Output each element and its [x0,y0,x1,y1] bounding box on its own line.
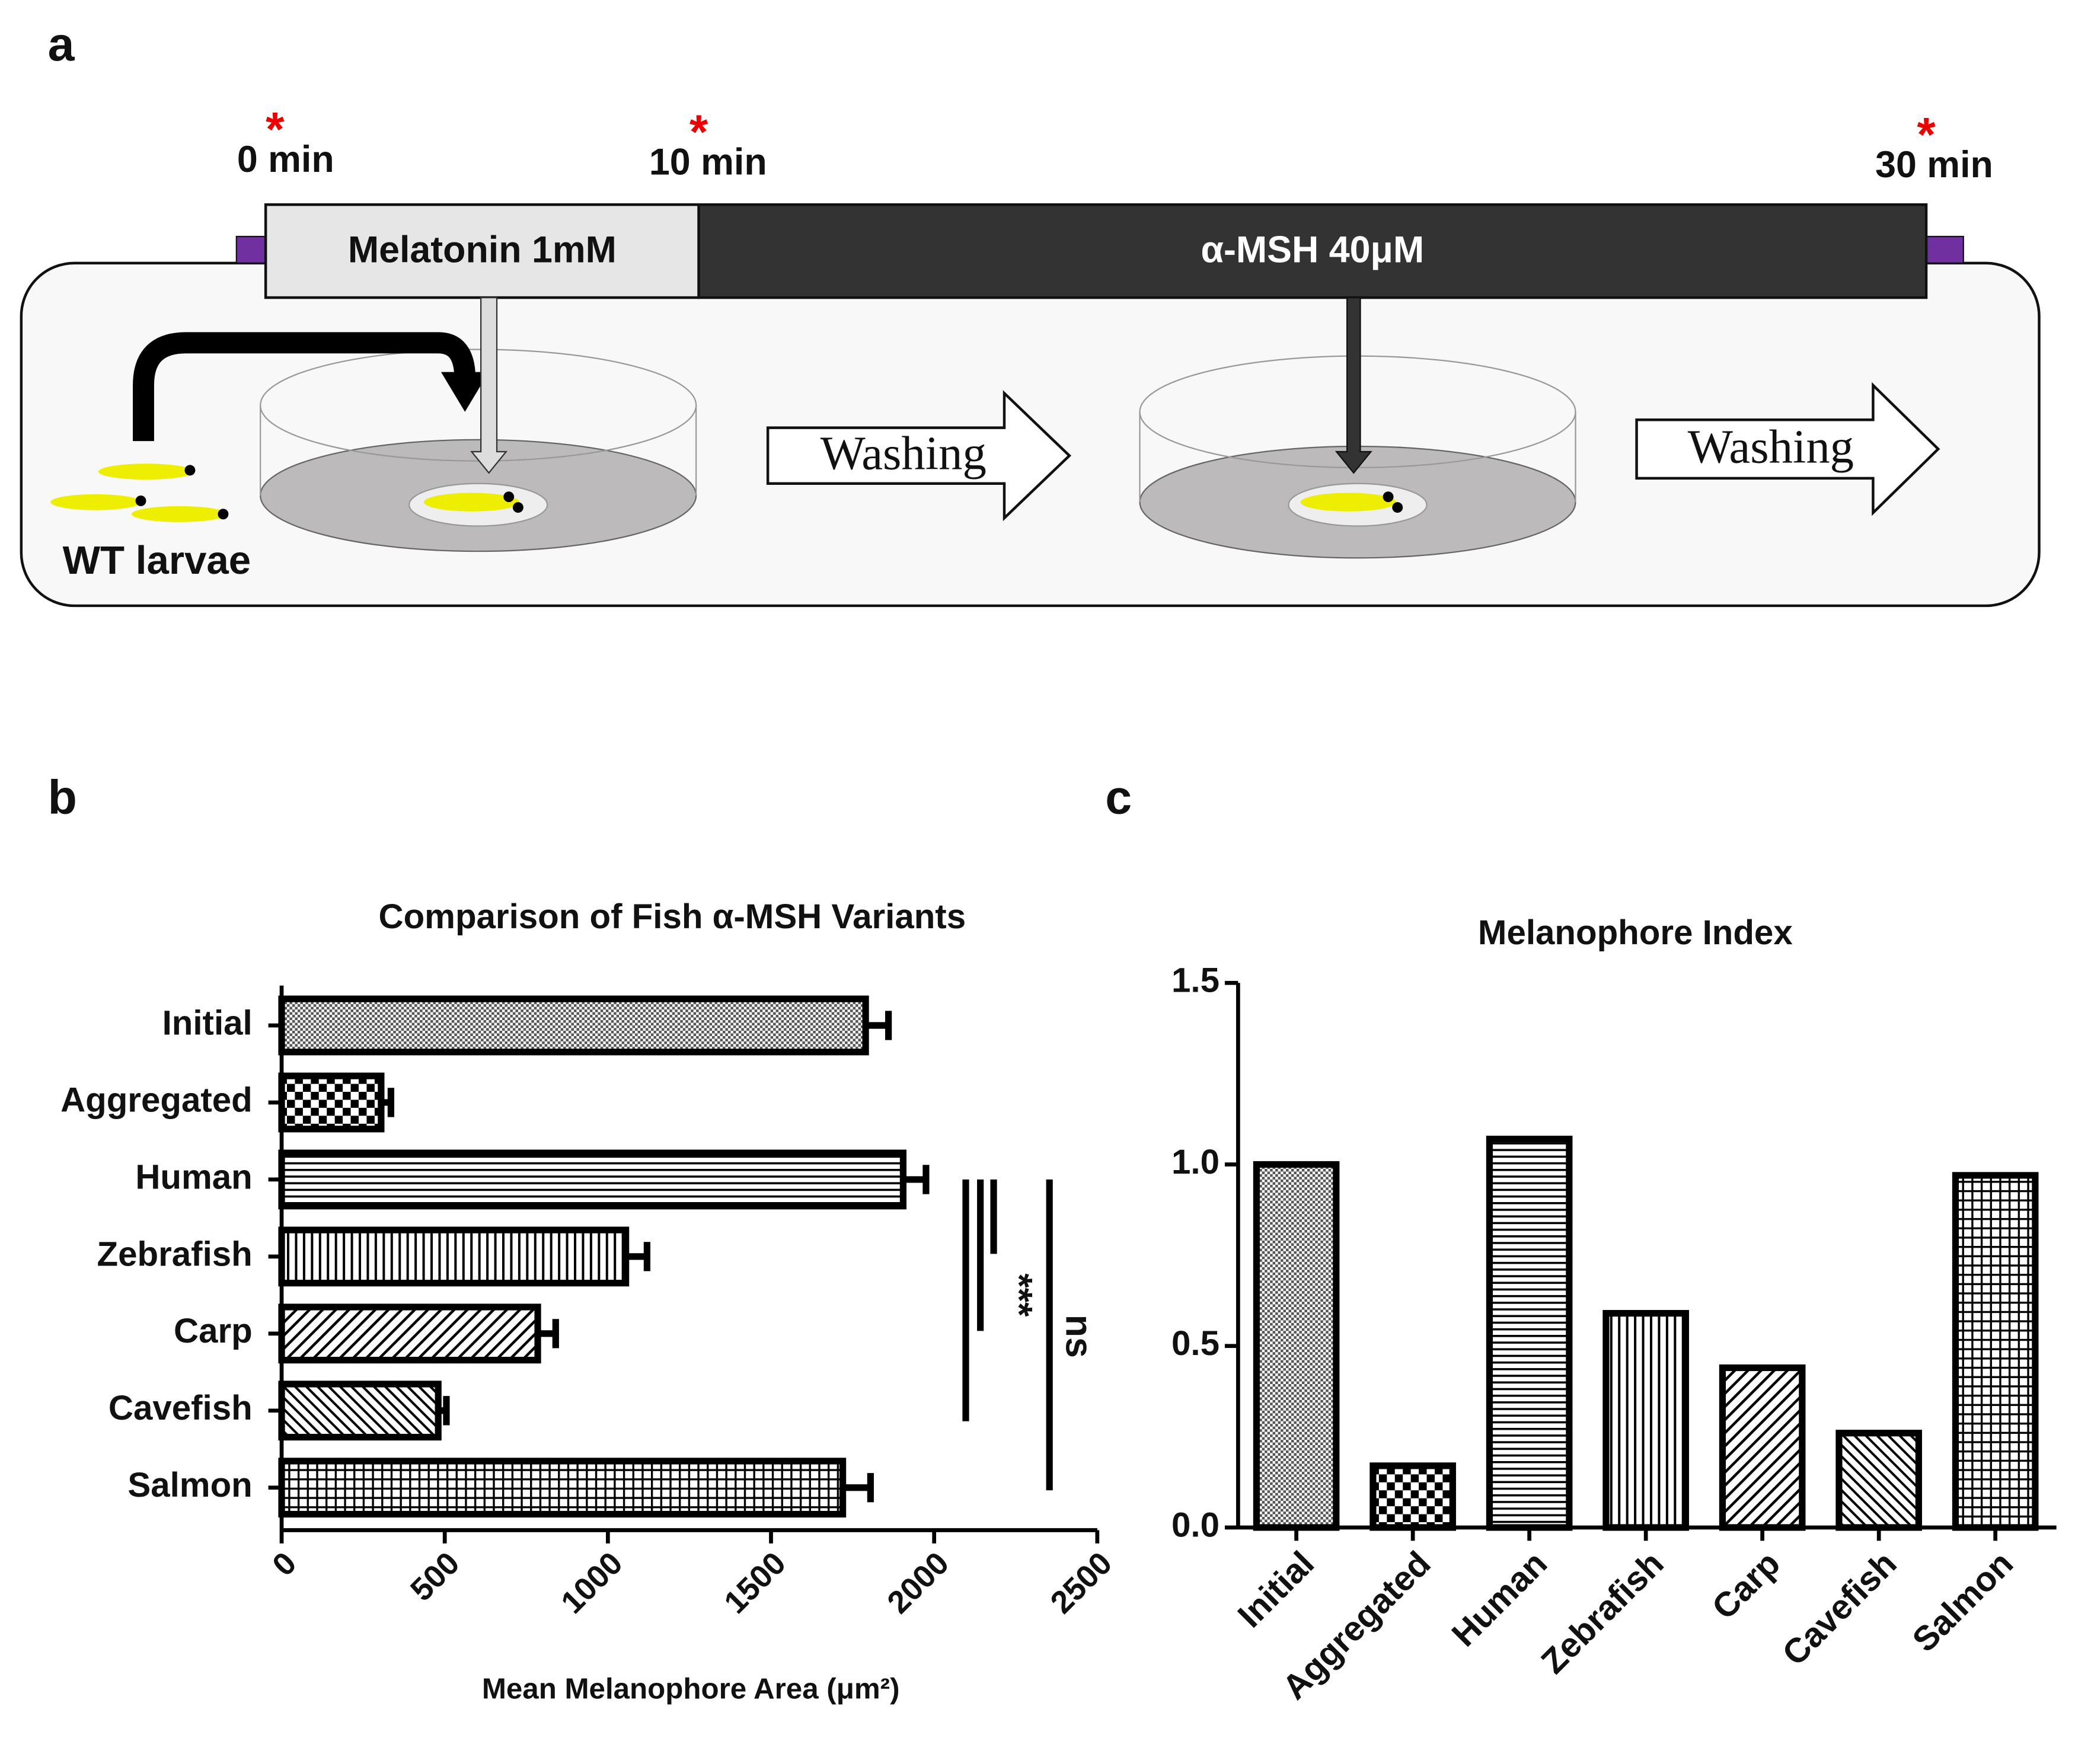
x-tick-label: 1500 [717,1545,793,1621]
bar [1253,1161,1340,1531]
x-tick-label: Initial [1231,1544,1322,1635]
x-tick-label: 500 [404,1545,467,1608]
y-tick-label: 0.0 [1171,1506,1220,1544]
y-tick-label: Aggregated [60,1081,253,1119]
timepoint: 30 min [1875,144,1993,186]
arrow [133,332,476,442]
x-tick-label: 2000 [880,1545,956,1621]
bar [278,1226,630,1287]
x-tick-label: Human [1445,1544,1555,1654]
x-tick-label: Carp [1704,1544,1787,1627]
stub [1925,235,1964,264]
x-tick-label: 2500 [1043,1545,1119,1621]
stub [235,235,269,264]
marker: * [266,103,285,156]
bar [1952,1172,2039,1531]
y-tick-label: Initial [162,1004,253,1042]
x-tick-label: 1000 [554,1545,630,1621]
larvae [50,464,229,522]
bar [1370,1462,1456,1531]
y-tick-label: 0.5 [1171,1324,1220,1363]
annotation: *** [998,1273,1040,1317]
bar [1602,1310,1689,1531]
panel-label: a [48,18,75,71]
bar [1719,1364,1806,1531]
marker: * [1917,108,1936,162]
y-tick-label: 1.5 [1171,961,1220,1000]
arrow [470,296,508,474]
x-tick-label: 0 [266,1545,304,1583]
treatment: Melatonin 1mM [348,229,617,270]
bar [278,1072,385,1133]
annotation: ns [1058,1315,1099,1358]
panel-label: c [1105,771,1132,825]
panel-label: b [48,771,77,825]
dish [260,349,697,552]
x-tick-label: Salmon [1905,1544,2020,1660]
treatment-bar [264,203,700,299]
y-tick-label: Zebrafish [97,1235,253,1273]
bar [1486,1136,1573,1531]
marker: * [689,106,708,159]
x-tick-label: Cavefish [1775,1544,1904,1673]
bar [278,1380,442,1441]
arrow-head [440,372,489,412]
x-tick-label: Zebrafish [1534,1544,1671,1681]
y-tick-label: Salmon [127,1466,252,1504]
chart-title: Melanophore Index [1478,913,1793,952]
y-tick-label: Human [135,1158,252,1196]
wash-arrow [1635,382,1940,516]
bar [278,1458,847,1518]
y-tick-label: Cavefish [108,1389,253,1427]
bar [278,995,869,1056]
timepoint: 10 min [649,142,767,183]
subject: WT larvae [63,538,251,583]
treatment: α-MSH 40μM [1201,229,1424,270]
bar [1835,1430,1922,1531]
chart-title: Comparison of Fish α-MSH Variants [379,897,966,936]
bar [278,1303,541,1364]
bar [278,1149,906,1210]
step: Washing [821,427,987,480]
timepoint: 0 min [237,139,334,180]
step: Washing [1688,421,1854,474]
arrow [1335,296,1372,474]
x-axis-label: Mean Melanophore Area (μm²) [482,1673,900,1705]
wash-arrow [766,390,1072,522]
y-tick-label: Carp [174,1312,253,1350]
significance-lines [962,1179,1053,1491]
y-tick-label: 1.0 [1171,1143,1220,1181]
treatment-bar [697,203,1928,299]
